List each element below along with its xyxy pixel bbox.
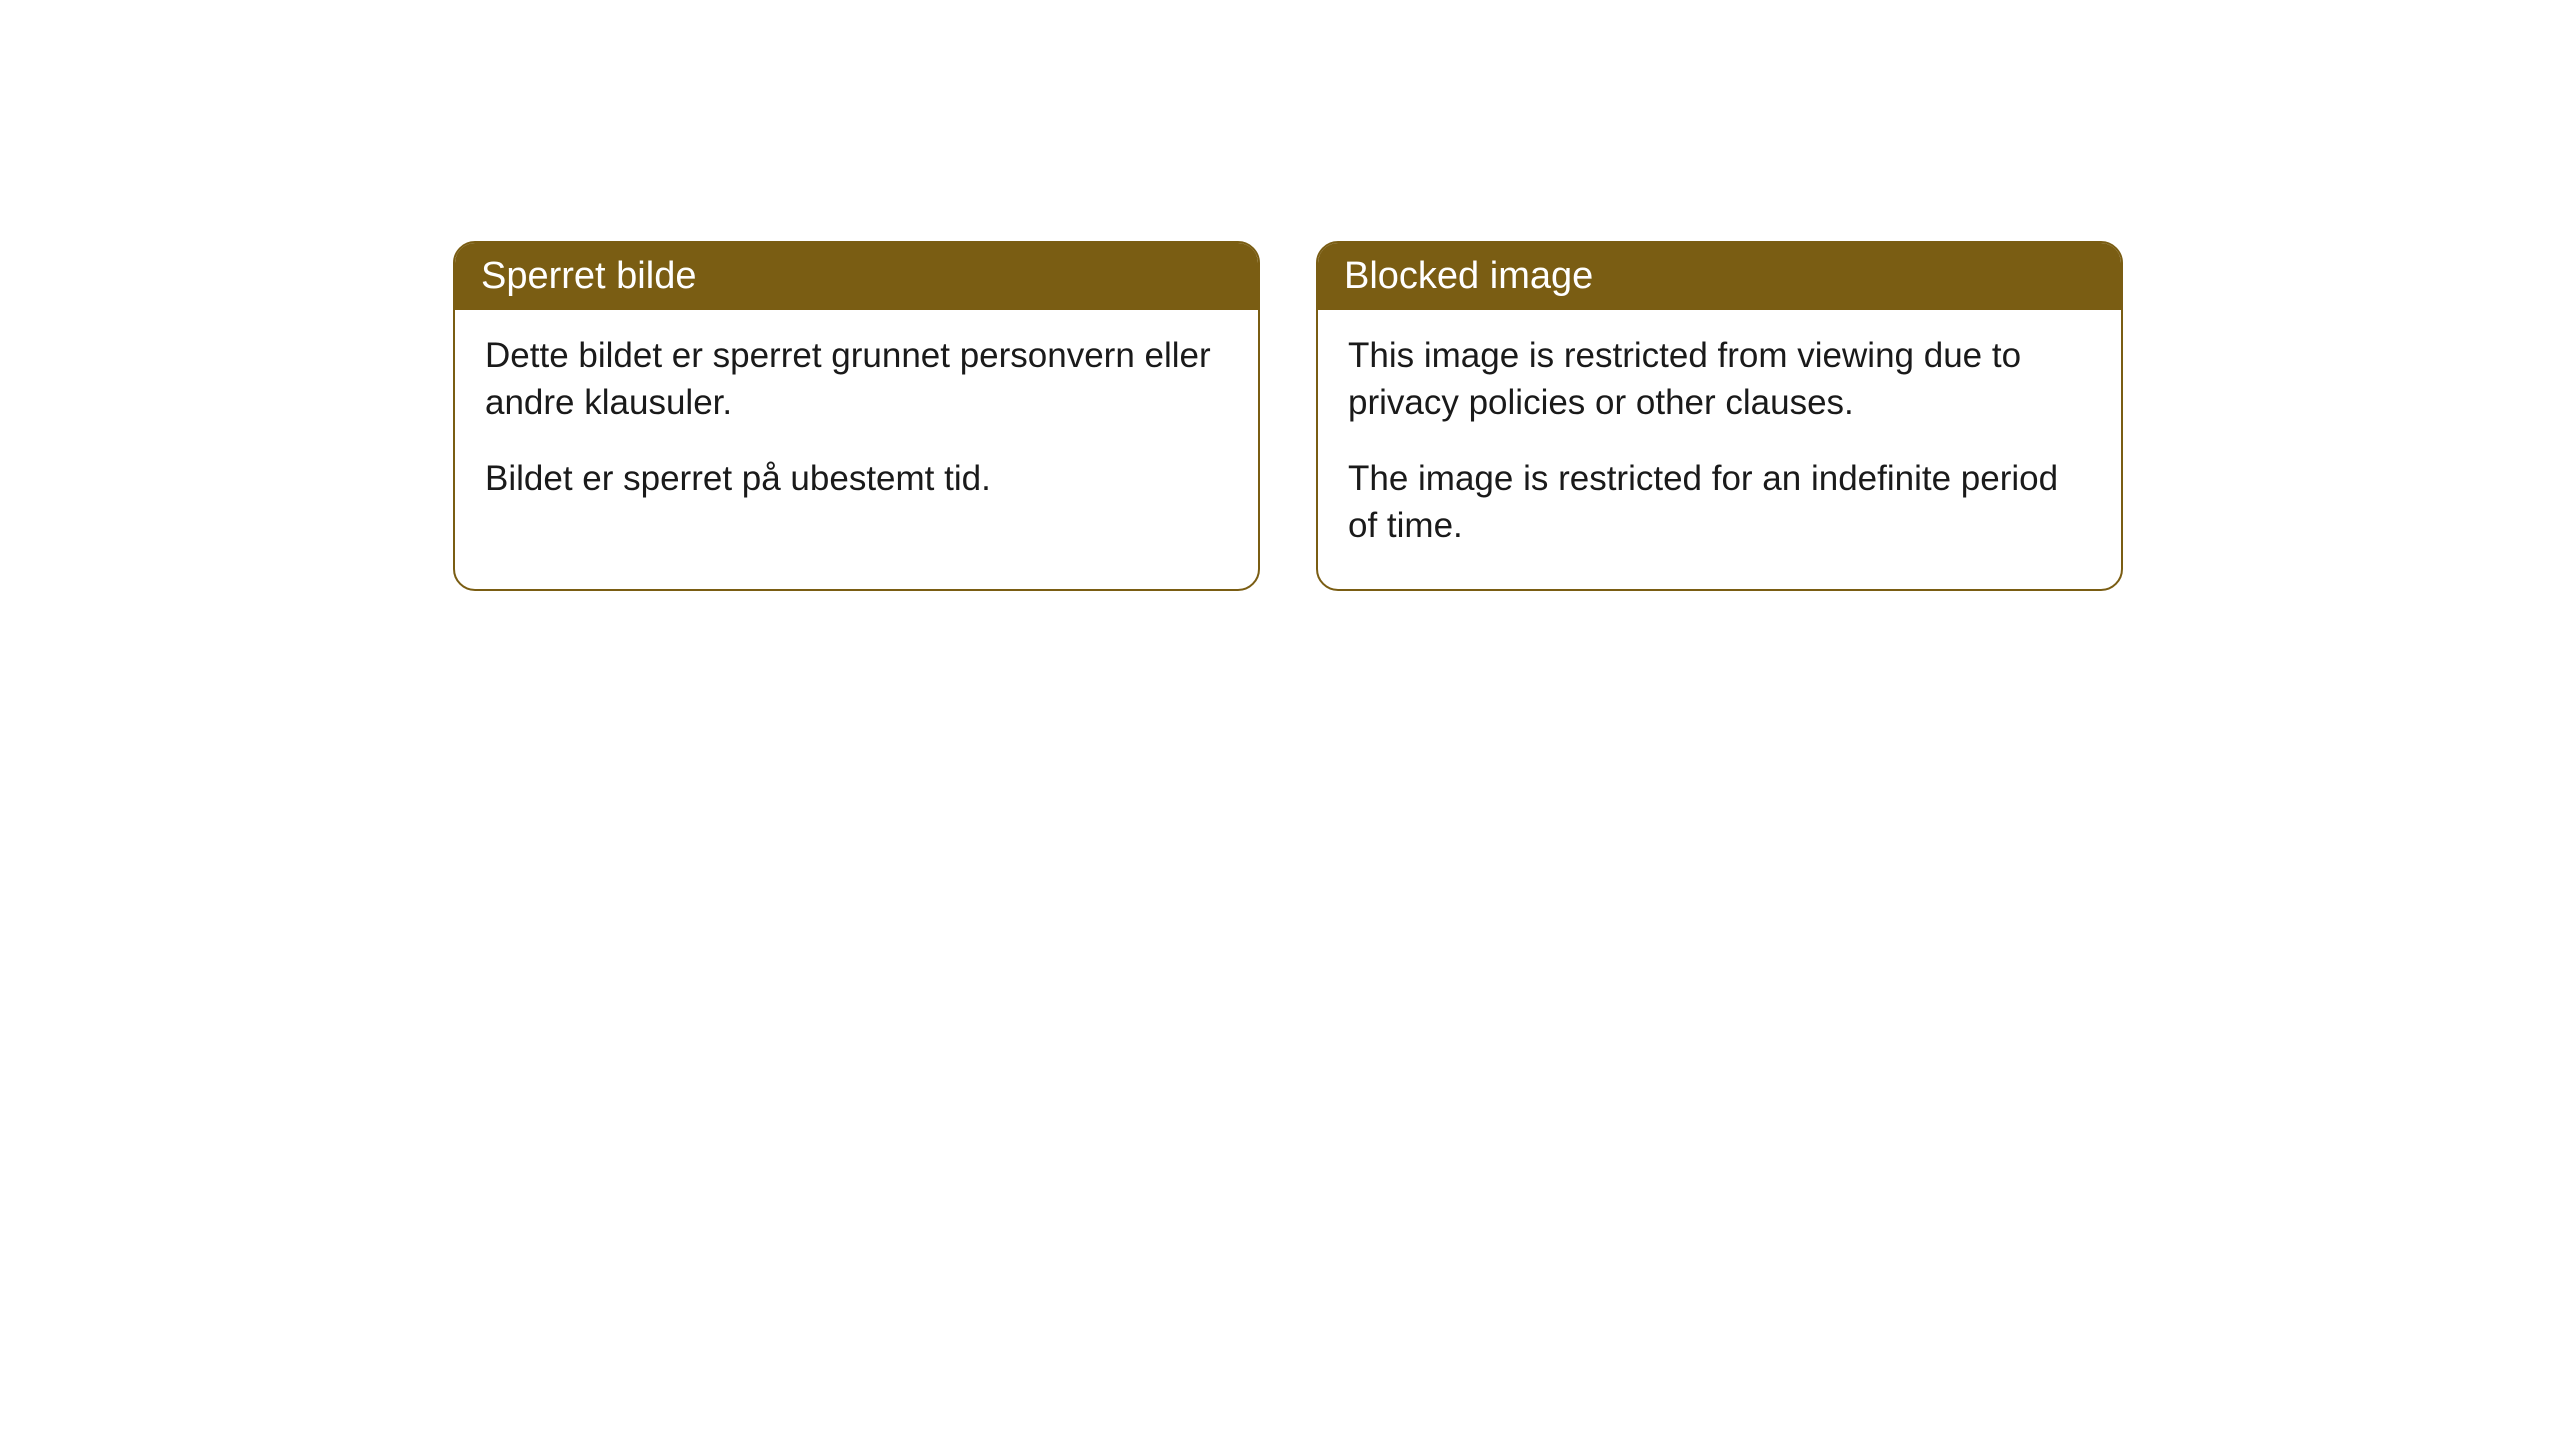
card-paragraph: The image is restricted for an indefinit…	[1348, 455, 2091, 550]
card-paragraph: Bildet er sperret på ubestemt tid.	[485, 455, 1228, 502]
notice-card-english: Blocked image This image is restricted f…	[1316, 241, 2123, 591]
card-paragraph: This image is restricted from viewing du…	[1348, 332, 2091, 427]
card-body: This image is restricted from viewing du…	[1318, 310, 2121, 589]
card-body: Dette bildet er sperret grunnet personve…	[455, 310, 1258, 542]
card-header: Sperret bilde	[455, 243, 1258, 310]
notice-container: Sperret bilde Dette bildet er sperret gr…	[453, 241, 2123, 591]
card-paragraph: Dette bildet er sperret grunnet personve…	[485, 332, 1228, 427]
notice-card-norwegian: Sperret bilde Dette bildet er sperret gr…	[453, 241, 1260, 591]
card-header: Blocked image	[1318, 243, 2121, 310]
